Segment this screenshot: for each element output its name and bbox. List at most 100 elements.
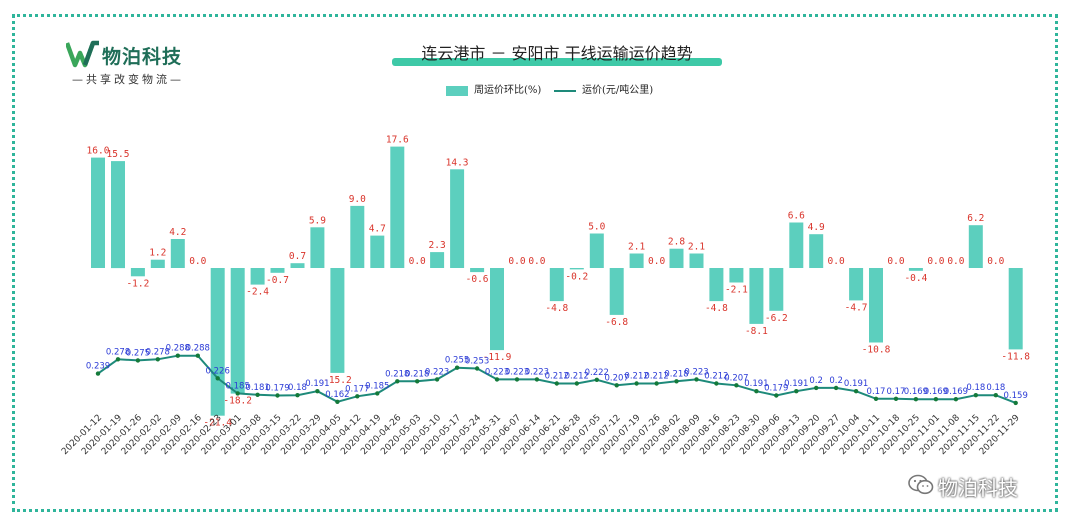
bar <box>450 169 465 268</box>
bar <box>290 263 305 268</box>
bar <box>390 146 405 268</box>
line-value-label: 0.278 <box>106 347 130 357</box>
line-value-label: 0.218 <box>405 369 429 379</box>
bar <box>789 222 804 268</box>
wechat-icon <box>908 474 934 495</box>
legend-item-line[interactable]: 运价(元/吨公里) <box>554 84 674 98</box>
bar-value-label: 0.0 <box>927 256 944 267</box>
line-point <box>574 381 579 386</box>
bar-value-label: 6.6 <box>788 211 805 222</box>
bar-labels: 16.015.5 -1.2 1.24.2 0.0 -21.4 -18.2 -2.4-0.7 0… <box>87 135 1031 429</box>
bar <box>310 227 325 268</box>
line-point <box>734 383 739 388</box>
bar-value-label: 0.0 <box>189 256 206 267</box>
bar-value-label: 0.0 <box>648 256 665 267</box>
line-value-label: 0.218 <box>664 369 688 379</box>
line-value-label: 0.169 <box>944 387 968 397</box>
bar <box>589 233 604 268</box>
line-value-label: 0.212 <box>545 372 569 382</box>
bar <box>91 157 105 268</box>
line-point <box>893 396 899 401</box>
line-point <box>654 381 659 386</box>
line-point <box>235 391 240 396</box>
legend-bar-swatch <box>446 86 468 96</box>
bar-value-label: -11.9 <box>483 352 512 363</box>
line-point <box>594 377 599 382</box>
line-point <box>794 389 799 394</box>
line-point <box>814 385 819 391</box>
line-point <box>774 393 779 398</box>
line-value-label: 0.185 <box>226 381 250 391</box>
line-value-label: 0.185 <box>365 381 389 391</box>
bar <box>849 268 864 301</box>
bar <box>230 268 245 394</box>
bar-value-label: -1.2 <box>126 278 149 289</box>
legend-line-swatch <box>554 90 576 92</box>
bar-value-label: -10.8 <box>862 345 891 356</box>
line-value-label: 0.162 <box>325 390 349 400</box>
bar <box>490 268 504 351</box>
bar <box>709 268 724 302</box>
dotted-frame <box>12 14 1058 512</box>
bar-value-label: -4.8 <box>545 303 568 314</box>
bar-value-label: 2.1 <box>688 242 705 253</box>
line-point <box>754 389 759 394</box>
bar <box>669 248 684 268</box>
line-point <box>973 393 978 398</box>
line-value-label: 0.218 <box>385 369 409 379</box>
bar-value-label: -0.7 <box>266 275 289 286</box>
bar <box>470 268 485 273</box>
line-point <box>275 393 280 398</box>
bar-value-label: 0.0 <box>828 256 845 267</box>
legend-item-bar[interactable]: 周运价环比(%) <box>446 84 556 98</box>
line-point <box>614 383 619 388</box>
bar-value-label: -4.7 <box>845 302 868 313</box>
line-point <box>993 393 998 398</box>
line-point <box>195 353 200 358</box>
bar <box>749 268 764 324</box>
line-point <box>355 394 360 399</box>
line-value-label: 0.278 <box>146 347 170 357</box>
line-value-label: 0.288 <box>166 344 190 354</box>
bar-value-label: 0.0 <box>947 256 964 267</box>
line-point <box>434 377 440 382</box>
bar-value-label: 9.0 <box>349 194 366 205</box>
line-point <box>415 379 420 384</box>
bar-value-label: 0.0 <box>409 256 426 267</box>
bar-value-label: 5.0 <box>588 222 605 233</box>
line-value-label: 0.223 <box>505 367 529 377</box>
bar-value-label: 2.8 <box>668 237 685 248</box>
bar-value-label: -4.8 <box>705 303 728 314</box>
bar <box>629 253 644 268</box>
bar <box>569 268 584 270</box>
bar <box>769 268 784 311</box>
legend-line-label: 运价(元/吨公里) <box>582 85 654 96</box>
bar-value-label: 2.3 <box>429 240 446 251</box>
bar-value-label: -2.4 <box>246 287 269 298</box>
line-value-label: 0.191 <box>784 379 808 389</box>
line-point <box>155 357 160 362</box>
line-point <box>953 397 959 402</box>
line-value-label: 0.159 <box>1004 391 1028 401</box>
logo-tagline: —共享改变物流— <box>72 73 184 86</box>
logo-name: 物泊科技 <box>102 46 183 68</box>
line-value-label: 0.181 <box>245 383 269 393</box>
line-point <box>694 377 699 382</box>
line-labels: 0.2390.2780.2750.2780.2880.2880.2260.185… <box>86 344 1028 401</box>
line-value-label: 0.179 <box>265 384 289 394</box>
line-value-label: 0.2 <box>809 376 823 386</box>
line-point <box>913 397 919 402</box>
bar <box>1008 268 1023 350</box>
line-value-label: 0.18 <box>966 383 985 393</box>
bar <box>968 225 983 268</box>
bar-value-label: 14.3 <box>446 157 469 168</box>
bar-value-label: 6.2 <box>967 213 984 224</box>
bar-value-label: 4.7 <box>369 224 386 235</box>
line-point <box>853 389 859 394</box>
bar <box>130 268 145 277</box>
bar-value-label: 0.0 <box>887 256 904 267</box>
title-underline <box>392 58 722 66</box>
line-series <box>95 353 1018 406</box>
line-point <box>395 379 400 384</box>
